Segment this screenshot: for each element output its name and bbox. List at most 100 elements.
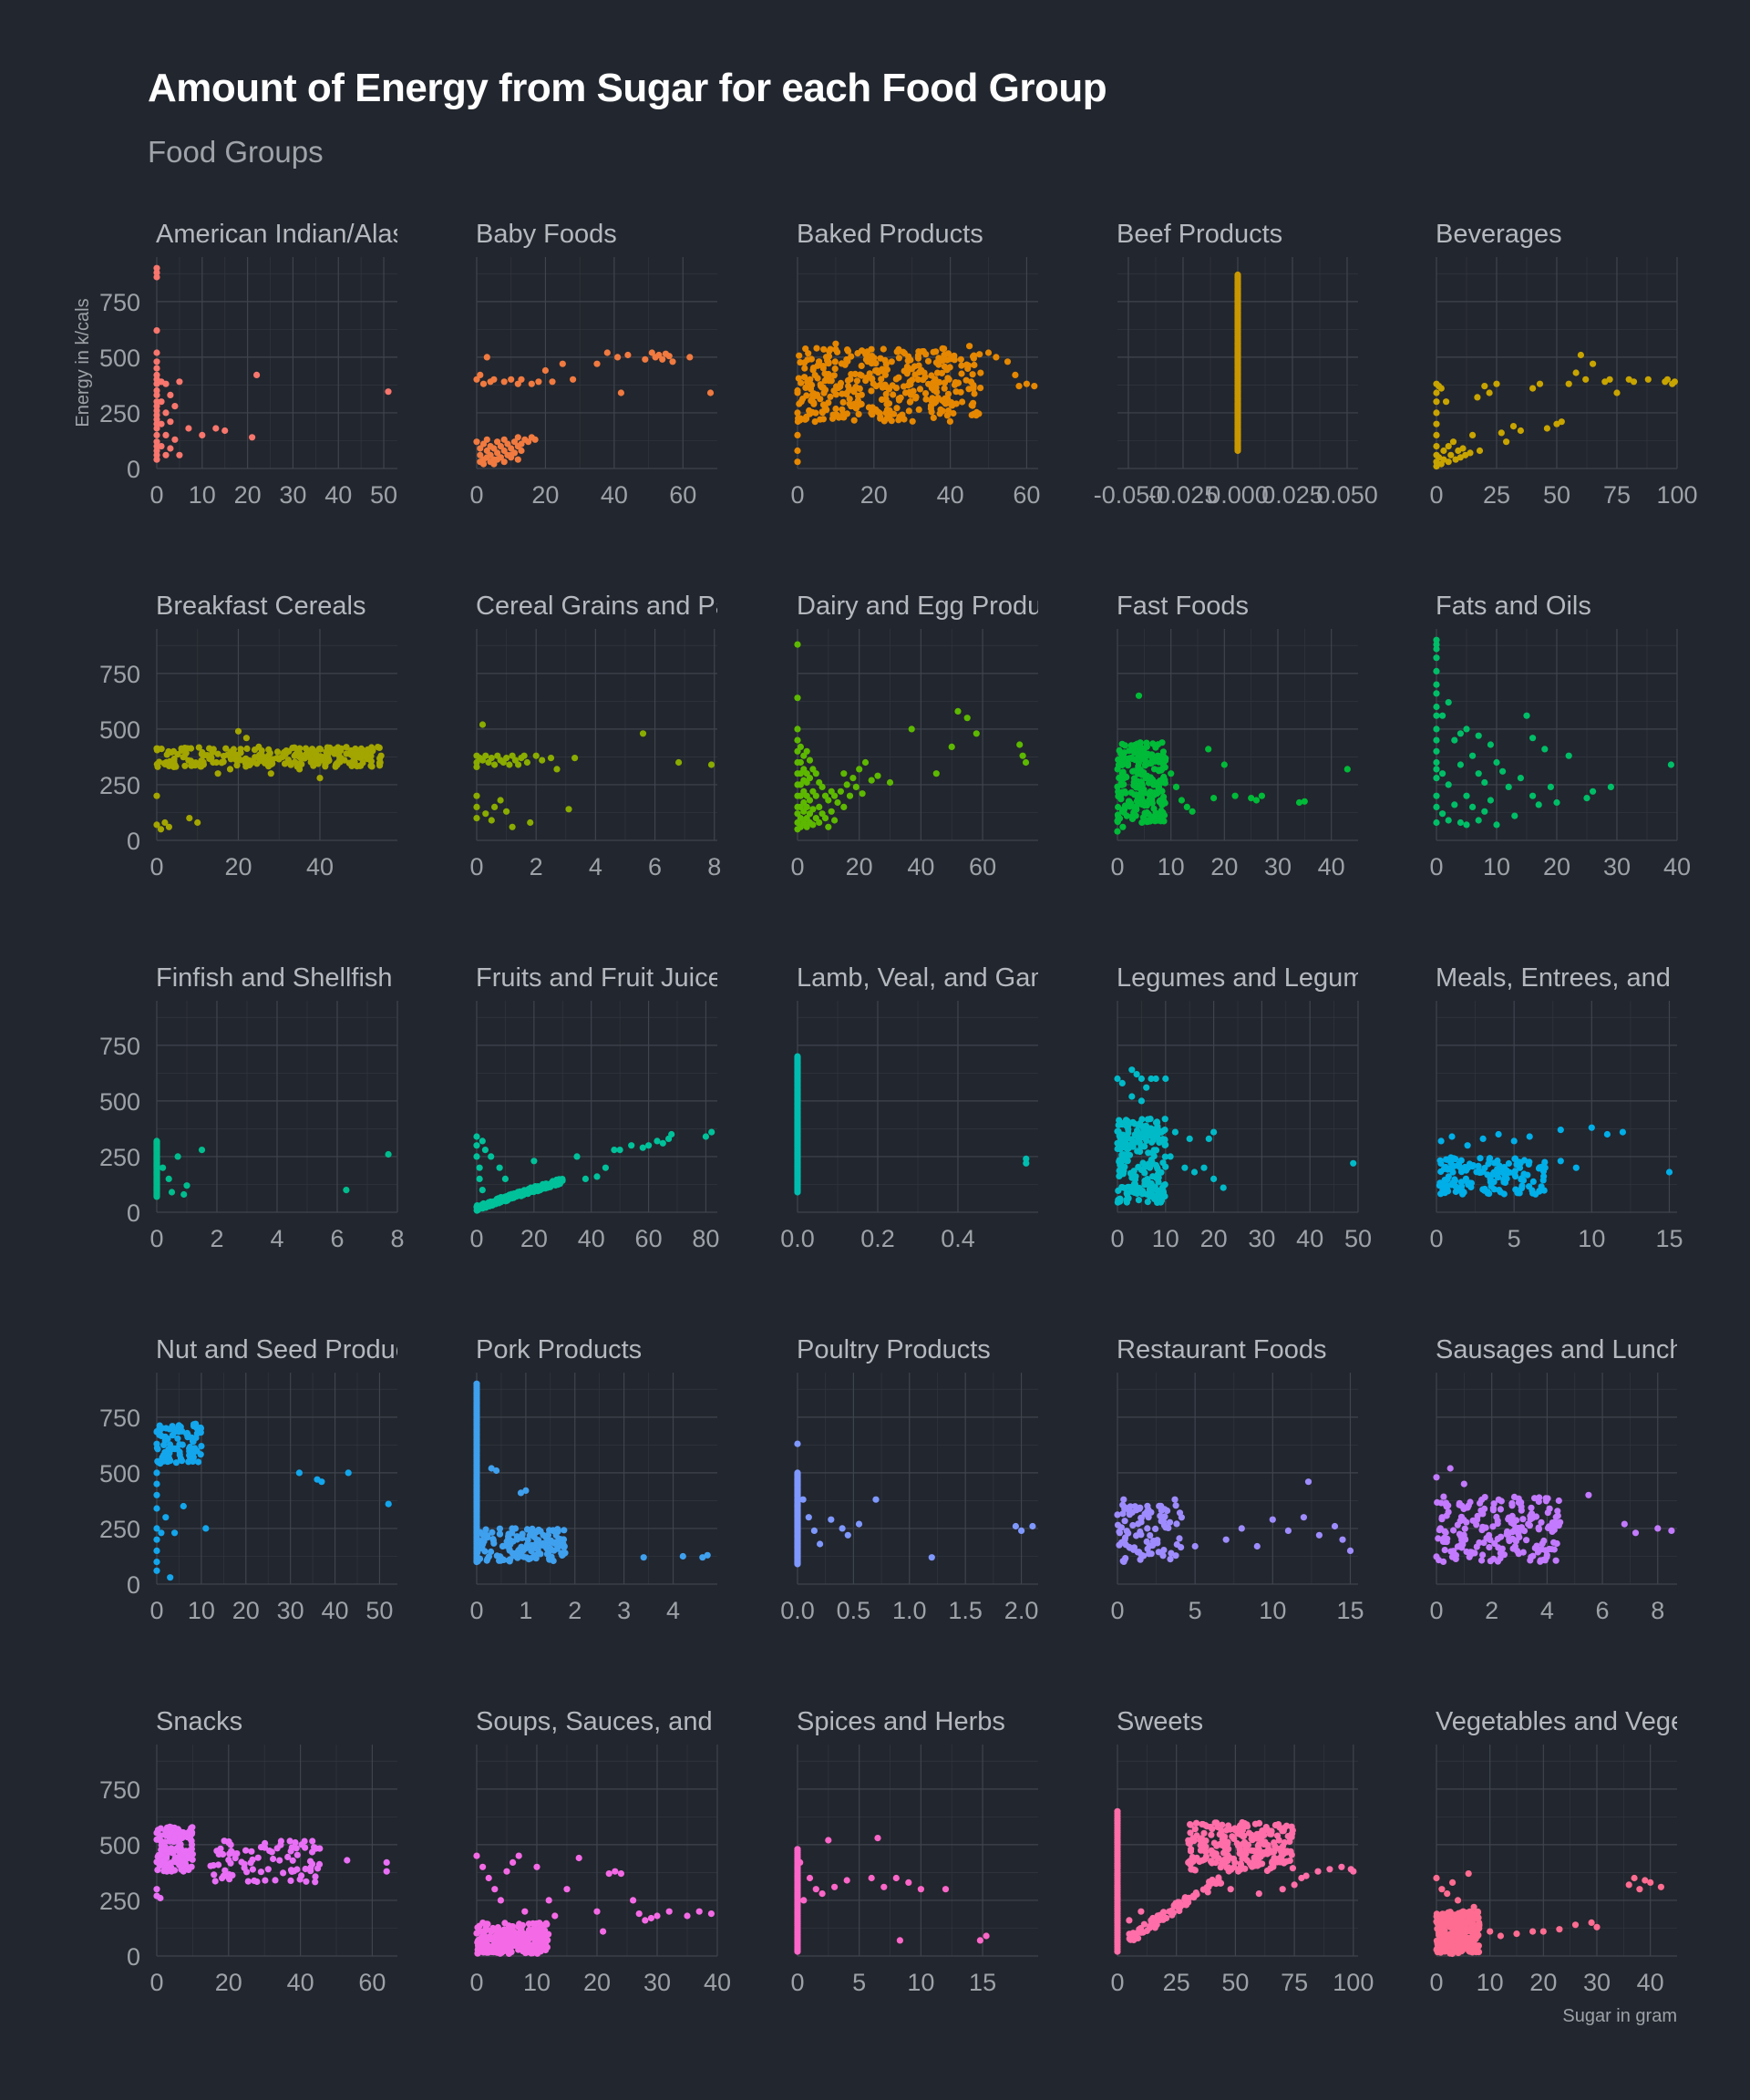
data-point — [971, 361, 978, 369]
data-point — [1518, 1498, 1525, 1506]
data-point — [1466, 1553, 1473, 1560]
data-point — [695, 1908, 703, 1915]
data-point — [1283, 1848, 1291, 1855]
facet-strip-label: Baked Products — [797, 220, 983, 249]
data-point — [225, 1857, 232, 1864]
data-point — [1529, 1187, 1536, 1194]
y-tick-label: 250 — [99, 1516, 140, 1543]
data-point — [165, 1175, 172, 1182]
data-point — [171, 403, 179, 410]
data-point — [1668, 1527, 1675, 1534]
data-point — [1135, 692, 1143, 699]
data-point — [490, 445, 498, 452]
data-point — [1176, 1535, 1183, 1542]
data-point — [1538, 1183, 1545, 1190]
data-point — [496, 1525, 504, 1532]
data-point — [957, 355, 964, 363]
data-point — [302, 1844, 309, 1851]
data-point — [1182, 1901, 1190, 1909]
data-point — [1202, 1853, 1210, 1860]
data-point — [1487, 1558, 1494, 1565]
data-point — [211, 1871, 218, 1879]
data-point — [1536, 1494, 1543, 1501]
data-point — [1452, 1919, 1459, 1926]
data-point — [288, 1844, 295, 1851]
data-point — [1124, 1117, 1131, 1125]
data-point — [915, 406, 922, 413]
data-point — [941, 385, 948, 392]
data-point — [1338, 1863, 1345, 1870]
data-point — [816, 358, 823, 365]
data-point — [1457, 1532, 1465, 1539]
data-point — [1435, 1931, 1443, 1939]
data-point — [1527, 1557, 1534, 1564]
data-point — [928, 1554, 935, 1561]
data-point — [1114, 818, 1121, 826]
data-point — [154, 1827, 162, 1834]
data-point — [888, 358, 895, 365]
data-point — [947, 355, 954, 363]
data-point — [942, 1886, 950, 1893]
data-point — [345, 1469, 352, 1477]
data-point — [976, 351, 983, 358]
data-point — [1256, 1830, 1263, 1838]
data-point — [1295, 798, 1303, 807]
data-point — [258, 747, 265, 755]
data-point — [242, 761, 250, 768]
data-point — [1225, 1822, 1232, 1829]
data-point — [797, 416, 804, 423]
data-point — [1529, 1514, 1537, 1521]
data-point — [174, 1153, 181, 1160]
data-point — [901, 350, 909, 357]
data-point — [1526, 1133, 1533, 1140]
data-point — [1491, 1159, 1498, 1167]
x-tick-label: 75 — [1603, 481, 1631, 509]
data-point — [1274, 1832, 1282, 1839]
x-tick-label: 0.000 — [1207, 481, 1269, 509]
data-point — [253, 371, 261, 378]
data-point — [501, 1175, 510, 1182]
y-tick-label: 500 — [99, 1832, 140, 1859]
data-point — [1433, 803, 1440, 811]
data-point — [1588, 1124, 1595, 1131]
data-point — [932, 770, 940, 777]
data-point — [1189, 1858, 1197, 1866]
data-point — [554, 1540, 561, 1548]
data-point — [527, 818, 534, 827]
data-point — [1224, 1838, 1231, 1846]
data-point — [654, 1138, 661, 1145]
y-tick-label: 750 — [99, 1405, 140, 1432]
data-point — [942, 395, 949, 402]
x-tick-label: 10 — [188, 1597, 215, 1624]
data-point — [1535, 801, 1542, 808]
data-point — [1165, 1524, 1172, 1531]
data-point — [200, 752, 207, 759]
data-point — [1435, 1535, 1442, 1542]
data-point — [861, 758, 870, 767]
data-point — [855, 1520, 863, 1528]
data-point — [157, 1894, 164, 1902]
data-point — [234, 727, 242, 735]
data-point — [900, 383, 908, 390]
x-tick-label: -0.025 — [1148, 481, 1219, 509]
data-point — [1215, 1855, 1222, 1862]
x-tick-label: 40 — [1318, 853, 1345, 880]
data-point — [316, 775, 324, 782]
data-point — [1433, 420, 1440, 427]
data-point — [869, 353, 876, 360]
data-point — [477, 371, 484, 378]
data-point — [1207, 1858, 1215, 1865]
x-tick-label: 30 — [1248, 1225, 1275, 1252]
x-tick-label: -0.050 — [1094, 481, 1164, 509]
data-point — [1253, 1542, 1261, 1550]
data-point — [483, 447, 490, 455]
data-point — [1439, 1538, 1447, 1545]
data-point — [1538, 1518, 1545, 1526]
data-point — [162, 1514, 170, 1521]
data-point — [1114, 1807, 1121, 1815]
data-point — [1134, 1127, 1141, 1134]
data-point — [1443, 1512, 1450, 1519]
data-point — [214, 770, 221, 777]
